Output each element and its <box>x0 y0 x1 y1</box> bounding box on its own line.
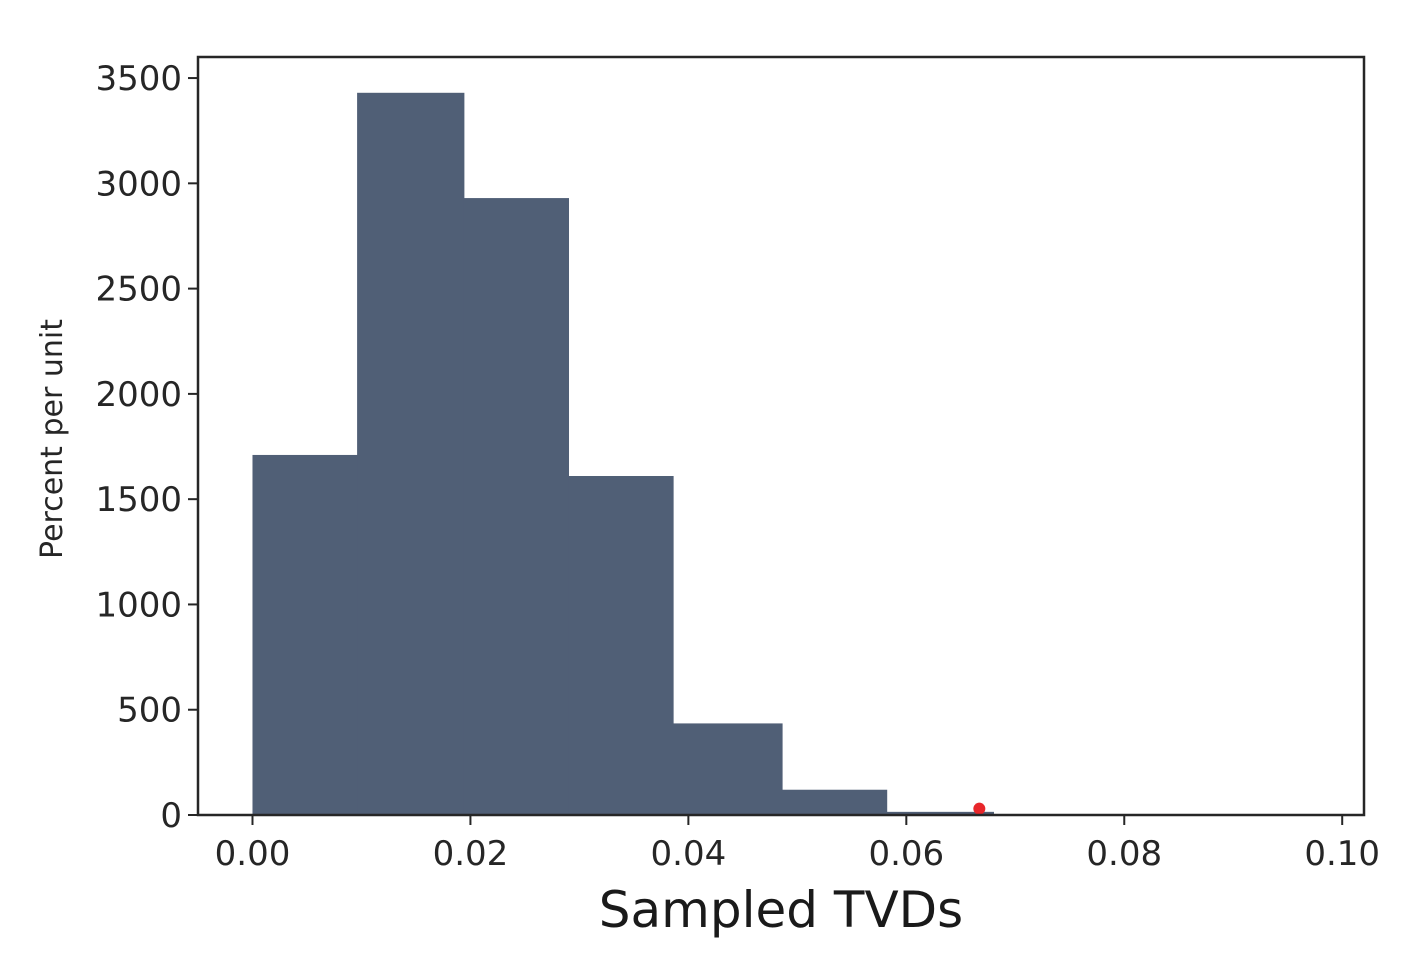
plot-frame <box>196 55 1366 817</box>
x-tick-label-3: 0.06 <box>868 834 944 874</box>
bars-layer <box>252 92 994 816</box>
marker-layer <box>973 802 986 815</box>
y-tick-label-6: 3000 <box>95 164 182 204</box>
x-tick-label-1: 0.02 <box>433 834 509 874</box>
observed-tvd-marker <box>973 802 986 815</box>
y-tick-label-7: 3500 <box>95 59 182 99</box>
x-tick-label-5: 0.10 <box>1304 834 1380 874</box>
histogram-bar-6 <box>886 811 994 815</box>
y-tick-label-5: 2500 <box>95 270 182 310</box>
y-tick-label-3: 1500 <box>95 480 182 520</box>
y-axis-title: Percent per unit <box>35 319 70 559</box>
histogram-bar-3 <box>568 476 674 815</box>
y-tick-label-4: 2000 <box>95 375 182 415</box>
histogram-bar-5 <box>782 789 888 815</box>
y-tick-label-2: 1000 <box>95 585 182 625</box>
x-tick-label-0: 0.00 <box>215 834 291 874</box>
x-axis-ticks: 0.00 0.02 0.04 0.06 0.08 0.10 <box>215 815 1380 874</box>
y-tick-label-1: 500 <box>117 691 182 731</box>
x-tick-label-2: 0.04 <box>651 834 727 874</box>
y-tick-label-0: 0 <box>160 796 182 836</box>
x-tick-label-4: 0.08 <box>1086 834 1162 874</box>
histogram-bar-1 <box>357 92 465 816</box>
histogram-bar-0 <box>252 454 358 815</box>
x-axis-title: Sampled TVDs <box>599 881 963 939</box>
y-axis-ticks: 0 500 1000 1500 2000 2500 3000 3500 <box>95 59 198 836</box>
histogram-bar-4 <box>673 723 783 815</box>
histogram-bar-2 <box>463 198 570 816</box>
